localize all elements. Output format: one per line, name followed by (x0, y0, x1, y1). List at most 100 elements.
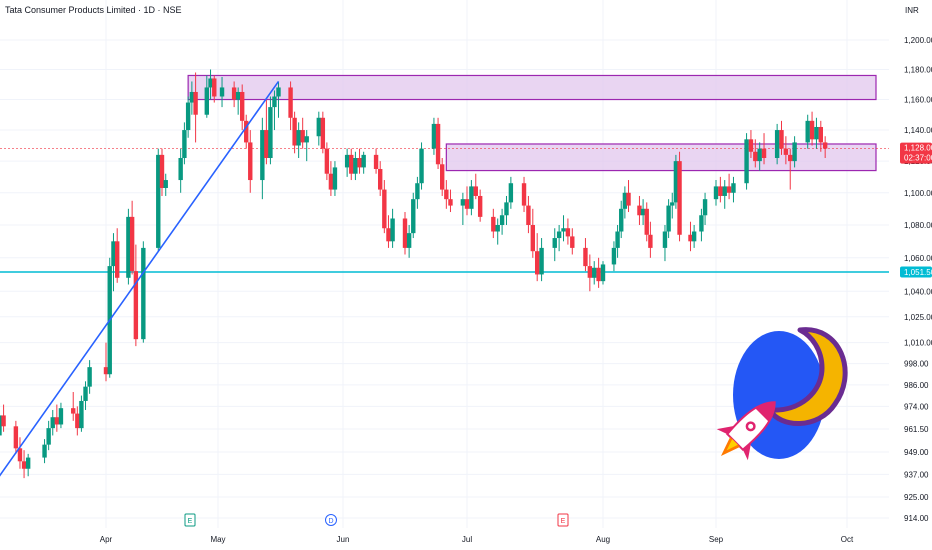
candle (304, 130, 309, 162)
candle-body (648, 234, 653, 248)
candle (648, 221, 653, 258)
candle-body (792, 142, 797, 162)
candle-body (469, 186, 474, 209)
candle (50, 409, 55, 436)
price-tick-label: 1,040.00 (904, 287, 932, 296)
candle-body (193, 91, 198, 115)
candle-body (626, 192, 631, 206)
candle (822, 136, 828, 159)
candle (17, 437, 23, 469)
candle (699, 208, 704, 242)
price-tick-label: 1,060.00 (904, 254, 932, 263)
candle (611, 241, 617, 272)
price-axis[interactable]: INR 914.00 925.00 937.00 949.00 961.50 974.00… (904, 6, 932, 523)
candle-body (182, 130, 187, 159)
candle-body (71, 408, 76, 414)
candle (344, 148, 350, 177)
support-price-tag: 1,051.50 (900, 266, 932, 278)
candle-body (688, 234, 693, 242)
candle-body (231, 87, 237, 100)
candle-body (54, 417, 60, 425)
candle-body (328, 173, 334, 190)
candle-body (46, 428, 51, 445)
candle-body (219, 87, 225, 97)
candle-body (718, 186, 723, 196)
time-axis[interactable]: Apr May Jun Jul Aug Sep Oct (100, 535, 854, 544)
candle-body (530, 224, 536, 252)
candle (0, 415, 2, 436)
candle (662, 224, 668, 262)
candle-body (583, 247, 588, 267)
candle-body (460, 199, 466, 206)
candle-body (761, 148, 767, 159)
price-tick-label: 1,200.00 (904, 36, 932, 45)
candle (637, 195, 642, 225)
candle (21, 450, 27, 479)
candle (83, 381, 88, 410)
candle-body (276, 87, 281, 97)
price-tick-label: 974.00 (904, 402, 929, 411)
candle-body (521, 183, 527, 206)
candle (726, 173, 732, 200)
candle (783, 136, 789, 165)
candle (718, 176, 723, 203)
candle-body (473, 186, 478, 196)
candle (583, 238, 588, 272)
trendline[interactable] (0, 80, 280, 487)
candle (79, 395, 84, 432)
candle-body (788, 154, 793, 162)
candle-body (304, 136, 309, 143)
candle (570, 228, 575, 255)
event-letter: D (328, 518, 333, 525)
candle-body (570, 236, 575, 248)
candle (353, 151, 358, 181)
rocket-moon-logo (716, 327, 848, 461)
resistance-zone-2[interactable] (445, 143, 877, 172)
candle (272, 90, 277, 131)
candle (204, 75, 209, 118)
candle (744, 133, 749, 190)
candle (115, 228, 120, 283)
candle (75, 406, 80, 436)
candle (419, 142, 424, 190)
support-tag-box (900, 266, 932, 278)
candle-body (248, 142, 253, 181)
candle (670, 192, 675, 219)
candle-body (435, 123, 441, 165)
candle-body (344, 154, 350, 168)
candle (141, 241, 146, 343)
candle-body (13, 426, 19, 449)
candle (640, 199, 646, 225)
dividend-event-marker[interactable]: D (325, 514, 337, 526)
candle (814, 117, 819, 149)
event-badge (325, 514, 337, 526)
earnings-event-marker[interactable]: E (184, 513, 196, 527)
price-tick-label: 1,140.00 (904, 126, 932, 135)
candle-body (731, 183, 736, 193)
candle (231, 81, 237, 108)
candle (13, 420, 19, 454)
candle-body (499, 215, 505, 225)
candle-body (163, 180, 168, 188)
resistance-zone-1[interactable] (187, 74, 877, 101)
candle-body (382, 189, 387, 229)
candle-body (406, 233, 412, 248)
candle-body (79, 400, 84, 429)
candle (111, 233, 116, 292)
candle-body (415, 183, 420, 200)
candle (324, 142, 330, 181)
candle (779, 120, 784, 155)
earnings-event-marker[interactable]: E (557, 513, 569, 527)
candle-body (156, 154, 161, 248)
candle-body (477, 195, 483, 217)
candle-body (600, 264, 606, 282)
candle-body (783, 148, 789, 155)
candle (288, 81, 293, 131)
candle (361, 151, 366, 174)
price-tick-label: 986.00 (904, 381, 929, 390)
candle-body (244, 120, 249, 143)
candle (402, 212, 408, 255)
candle-body (208, 78, 213, 88)
